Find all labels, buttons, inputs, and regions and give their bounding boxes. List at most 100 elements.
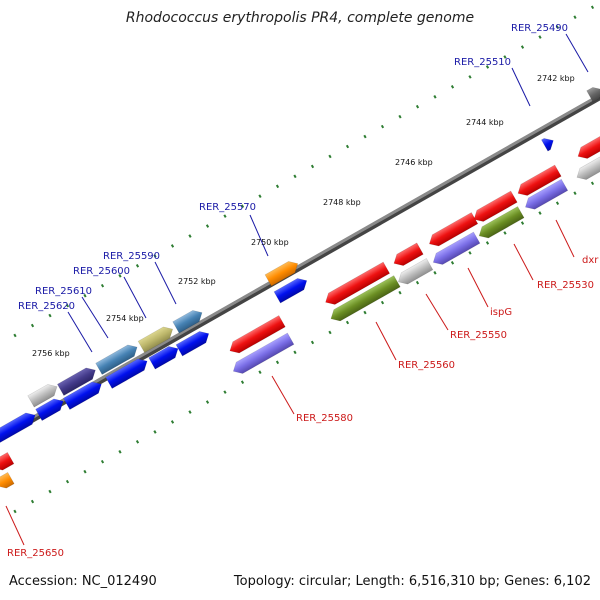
gene-arrow[interactable] <box>322 261 391 308</box>
gene-label-rer-25530[interactable]: RER_25530 <box>537 280 594 291</box>
tick-mark <box>170 244 175 248</box>
leader-line <box>375 321 397 361</box>
kbp-label: 2744 kbp <box>466 118 504 127</box>
gene-label-rer-25620[interactable]: RER_25620 <box>18 301 75 312</box>
gene-label-rer-25560[interactable]: RER_25560 <box>398 360 455 371</box>
tick-mark <box>48 313 52 318</box>
accession-text: Accession: NC_012490 <box>9 574 157 589</box>
tick-mark <box>118 274 122 278</box>
gene-arrow[interactable] <box>148 343 182 370</box>
gene-track[interactable] <box>0 84 600 492</box>
tick-mark <box>135 440 140 444</box>
gene-arrow[interactable] <box>328 275 401 325</box>
gene-arrow[interactable] <box>430 231 481 268</box>
gene-arrow[interactable] <box>426 212 479 250</box>
tick-mark <box>83 469 87 474</box>
tick-mark <box>48 489 52 494</box>
gene-arrow[interactable] <box>264 258 301 287</box>
gene-arrow[interactable] <box>35 395 67 421</box>
leader-line <box>467 267 489 308</box>
gene-arrow[interactable] <box>137 323 176 353</box>
gene-arrow[interactable] <box>27 381 61 408</box>
tick-mark <box>153 254 157 258</box>
gene-arrow[interactable] <box>541 135 556 152</box>
leader-line <box>81 296 109 339</box>
tick-mark <box>503 231 507 235</box>
leader-line <box>5 505 25 546</box>
tick-mark <box>450 261 455 265</box>
tick-mark <box>433 94 437 99</box>
leader-line <box>511 67 531 107</box>
gene-arrow[interactable] <box>227 315 286 357</box>
gene-label-rer-25490[interactable]: RER_25490 <box>511 23 568 34</box>
tick-mark <box>223 214 227 218</box>
leader-line <box>67 311 93 353</box>
gene-label-rer-25650[interactable]: RER_25650 <box>7 548 64 559</box>
gene-arrow[interactable] <box>105 355 151 389</box>
gene-arrow[interactable] <box>273 275 310 304</box>
gene-arrow[interactable] <box>471 190 518 225</box>
tick-mark <box>345 320 350 325</box>
gene-arrow[interactable] <box>515 164 562 199</box>
leader-line <box>565 33 589 73</box>
gene-label-rer-25590[interactable]: RER_25590 <box>103 251 160 262</box>
tick-mark <box>450 85 455 89</box>
tick-mark <box>188 234 192 238</box>
tick-mark <box>415 280 420 285</box>
tick-mark <box>100 459 105 464</box>
kbp-label: 2756 kbp <box>32 349 70 358</box>
kbp-label: 2746 kbp <box>395 158 433 167</box>
tick-mark <box>590 5 595 10</box>
gene-arrow[interactable] <box>476 206 525 241</box>
gene-label-rer-25600[interactable]: RER_25600 <box>73 266 130 277</box>
tick-mark <box>328 154 332 159</box>
gene-arrow[interactable] <box>0 409 38 443</box>
gene-arrow[interactable] <box>586 84 600 103</box>
gene-label-rer-25570[interactable]: RER_25570 <box>199 202 256 213</box>
tick-mark <box>153 430 157 434</box>
tick-mark <box>258 194 262 199</box>
gene-labels[interactable]: RER_25490 RER_25510 RER_25570 RER_25590 … <box>7 23 599 559</box>
gene-arrow[interactable] <box>172 307 206 334</box>
tick-mark <box>363 134 367 139</box>
leader-line <box>123 276 147 319</box>
tick-mark <box>573 15 577 20</box>
gene-arrow[interactable] <box>62 378 104 410</box>
tick-mark <box>170 420 175 424</box>
tick-mark <box>83 293 87 298</box>
gene-label-rer-25510[interactable]: RER_25510 <box>454 57 511 68</box>
gene-arrow[interactable] <box>230 332 295 377</box>
genome-backbone <box>0 93 600 441</box>
gene-arrow[interactable] <box>0 451 15 473</box>
tick-mark <box>100 283 105 288</box>
gene-arrow[interactable] <box>574 156 600 183</box>
gene-arrow[interactable] <box>575 127 600 162</box>
gene-label-rer-25610[interactable]: RER_25610 <box>35 286 92 297</box>
tick-mark <box>468 251 472 255</box>
gene-arrow[interactable] <box>56 364 98 396</box>
tick-mark <box>30 323 35 328</box>
leader-line <box>249 214 269 257</box>
tick-mark <box>468 75 472 79</box>
gene-arrow[interactable] <box>391 242 424 269</box>
gene-arrow[interactable] <box>95 341 141 375</box>
tick-mark <box>398 290 402 295</box>
gene-label-rer-25550[interactable]: RER_25550 <box>450 330 507 341</box>
gene-arrow[interactable] <box>522 178 569 213</box>
gene-arrow[interactable] <box>175 328 212 357</box>
leader-line <box>425 293 449 331</box>
kbp-label: 2754 kbp <box>106 314 144 323</box>
tick-mark <box>538 211 542 215</box>
gene-label-ispg[interactable]: ispG <box>490 307 512 318</box>
gene-arrow[interactable] <box>0 471 15 491</box>
kbp-label: 2752 kbp <box>178 277 216 286</box>
tick-mark <box>65 303 70 308</box>
tick-mark <box>363 310 367 315</box>
tick-mark <box>590 181 595 186</box>
tick-mark <box>13 509 17 514</box>
gene-label-dxr[interactable]: dxr <box>582 255 599 266</box>
gene-arrow[interactable] <box>395 258 434 287</box>
gene-label-rer-25580[interactable]: RER_25580 <box>296 413 353 424</box>
tick-mark <box>13 333 17 338</box>
